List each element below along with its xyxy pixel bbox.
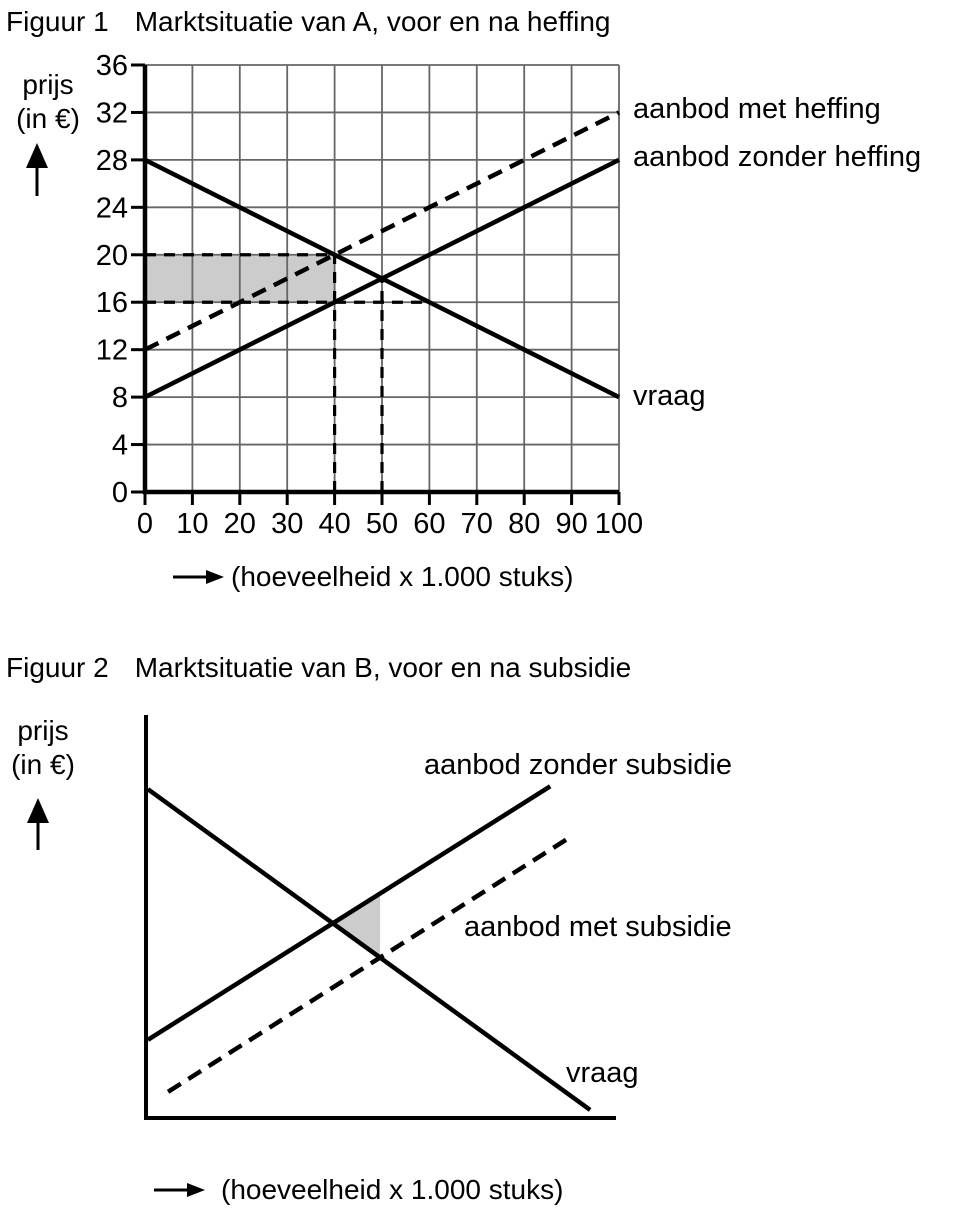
x-tick-label: 100 <box>595 508 643 540</box>
y-tick-label: 16 <box>96 287 128 319</box>
x-tick-label: 80 <box>508 508 540 540</box>
figure2-y-axis-label-line1: prijs <box>17 715 69 746</box>
figure1-title: Figuur 1 Marktsituatie van A, voor en na… <box>6 6 611 38</box>
y-tick-label: 28 <box>96 145 128 177</box>
figure1-chart: 0 10 20 30 40 50 60 70 80 90 100 0 4 8 12 16 20 24 28 32 36 <box>96 50 643 540</box>
axis-arrows <box>26 143 224 1197</box>
y-tick-label: 0 <box>112 477 128 509</box>
figure1-x-axis-caption: (hoeveelheid x 1.000 stuks) <box>231 561 574 592</box>
figure2-chart <box>144 715 616 1120</box>
figure2-label-supply-with-subsidy: aanbod met subsidie <box>464 911 732 943</box>
figure1-y-axis-label-line1: prijs <box>22 69 74 100</box>
y-tick-label: 12 <box>96 335 128 367</box>
tick-labels: 0 10 20 30 40 50 60 70 80 90 100 0 4 8 12 16 20 24 28 32 36 <box>96 50 643 540</box>
figure1-y-axis-label: prijs (in €) <box>2 68 94 136</box>
x-tick-label: 30 <box>271 508 303 540</box>
x-tick-label: 0 <box>137 508 153 540</box>
x-tick-label: 10 <box>176 508 208 540</box>
figure2-y-axis-label-line2: (in €) <box>11 749 75 780</box>
y-tick-label: 36 <box>96 50 128 82</box>
figure1-title-text: Marktsituatie van A, voor en na heffing <box>134 6 611 37</box>
y-tick-label: 8 <box>112 382 128 414</box>
figure2-title-text: Marktsituatie van B, voor en na subsidie <box>134 652 632 683</box>
y-tick-label: 4 <box>112 430 128 462</box>
tick-marks <box>131 63 621 505</box>
figure2-label-demand: vraag <box>566 1057 639 1089</box>
x-tick-label: 40 <box>318 508 350 540</box>
figure2-label-supply-without-subsidy: aanbod zonder subsidie <box>424 749 732 781</box>
figure2-x-axis-caption: (hoeveelheid x 1.000 stuks) <box>221 1174 564 1205</box>
figure1-label-supply-with-levy: aanbod met heffing <box>633 93 881 125</box>
figure2-y-axis-label: prijs (in €) <box>0 714 86 782</box>
series-vraag <box>146 787 592 1112</box>
series-aanbod-zonder-heffing <box>143 157 621 400</box>
figure1-number: Figuur 1 <box>6 6 109 37</box>
figure2-number: Figuur 2 <box>6 652 109 683</box>
series-aanbod-met-subsidie <box>166 836 571 1094</box>
x-tick-label: 60 <box>413 508 445 540</box>
x-tick-label: 70 <box>461 508 493 540</box>
reference-guide-lines <box>145 253 430 492</box>
axes <box>144 715 616 1120</box>
x-tick-label: 20 <box>224 508 256 540</box>
series-aanbod-met-heffing <box>143 110 621 352</box>
y-tick-label: 24 <box>96 192 128 224</box>
figure1-label-demand: vraag <box>633 380 706 412</box>
series-aanbod-zonder-subsidie <box>146 784 552 1042</box>
x-tick-label: 90 <box>555 508 587 540</box>
y-tick-label: 32 <box>96 97 128 129</box>
figure1-label-supply-without-levy: aanbod zonder heffing <box>633 141 922 173</box>
subsidy-shaded-triangle <box>333 893 381 958</box>
figure2-title: Figuur 2 Marktsituatie van B, voor en na… <box>6 652 631 684</box>
y-tick-label: 20 <box>96 240 128 272</box>
figure1-y-axis-label-line2: (in €) <box>16 103 80 134</box>
x-tick-label: 50 <box>366 508 398 540</box>
